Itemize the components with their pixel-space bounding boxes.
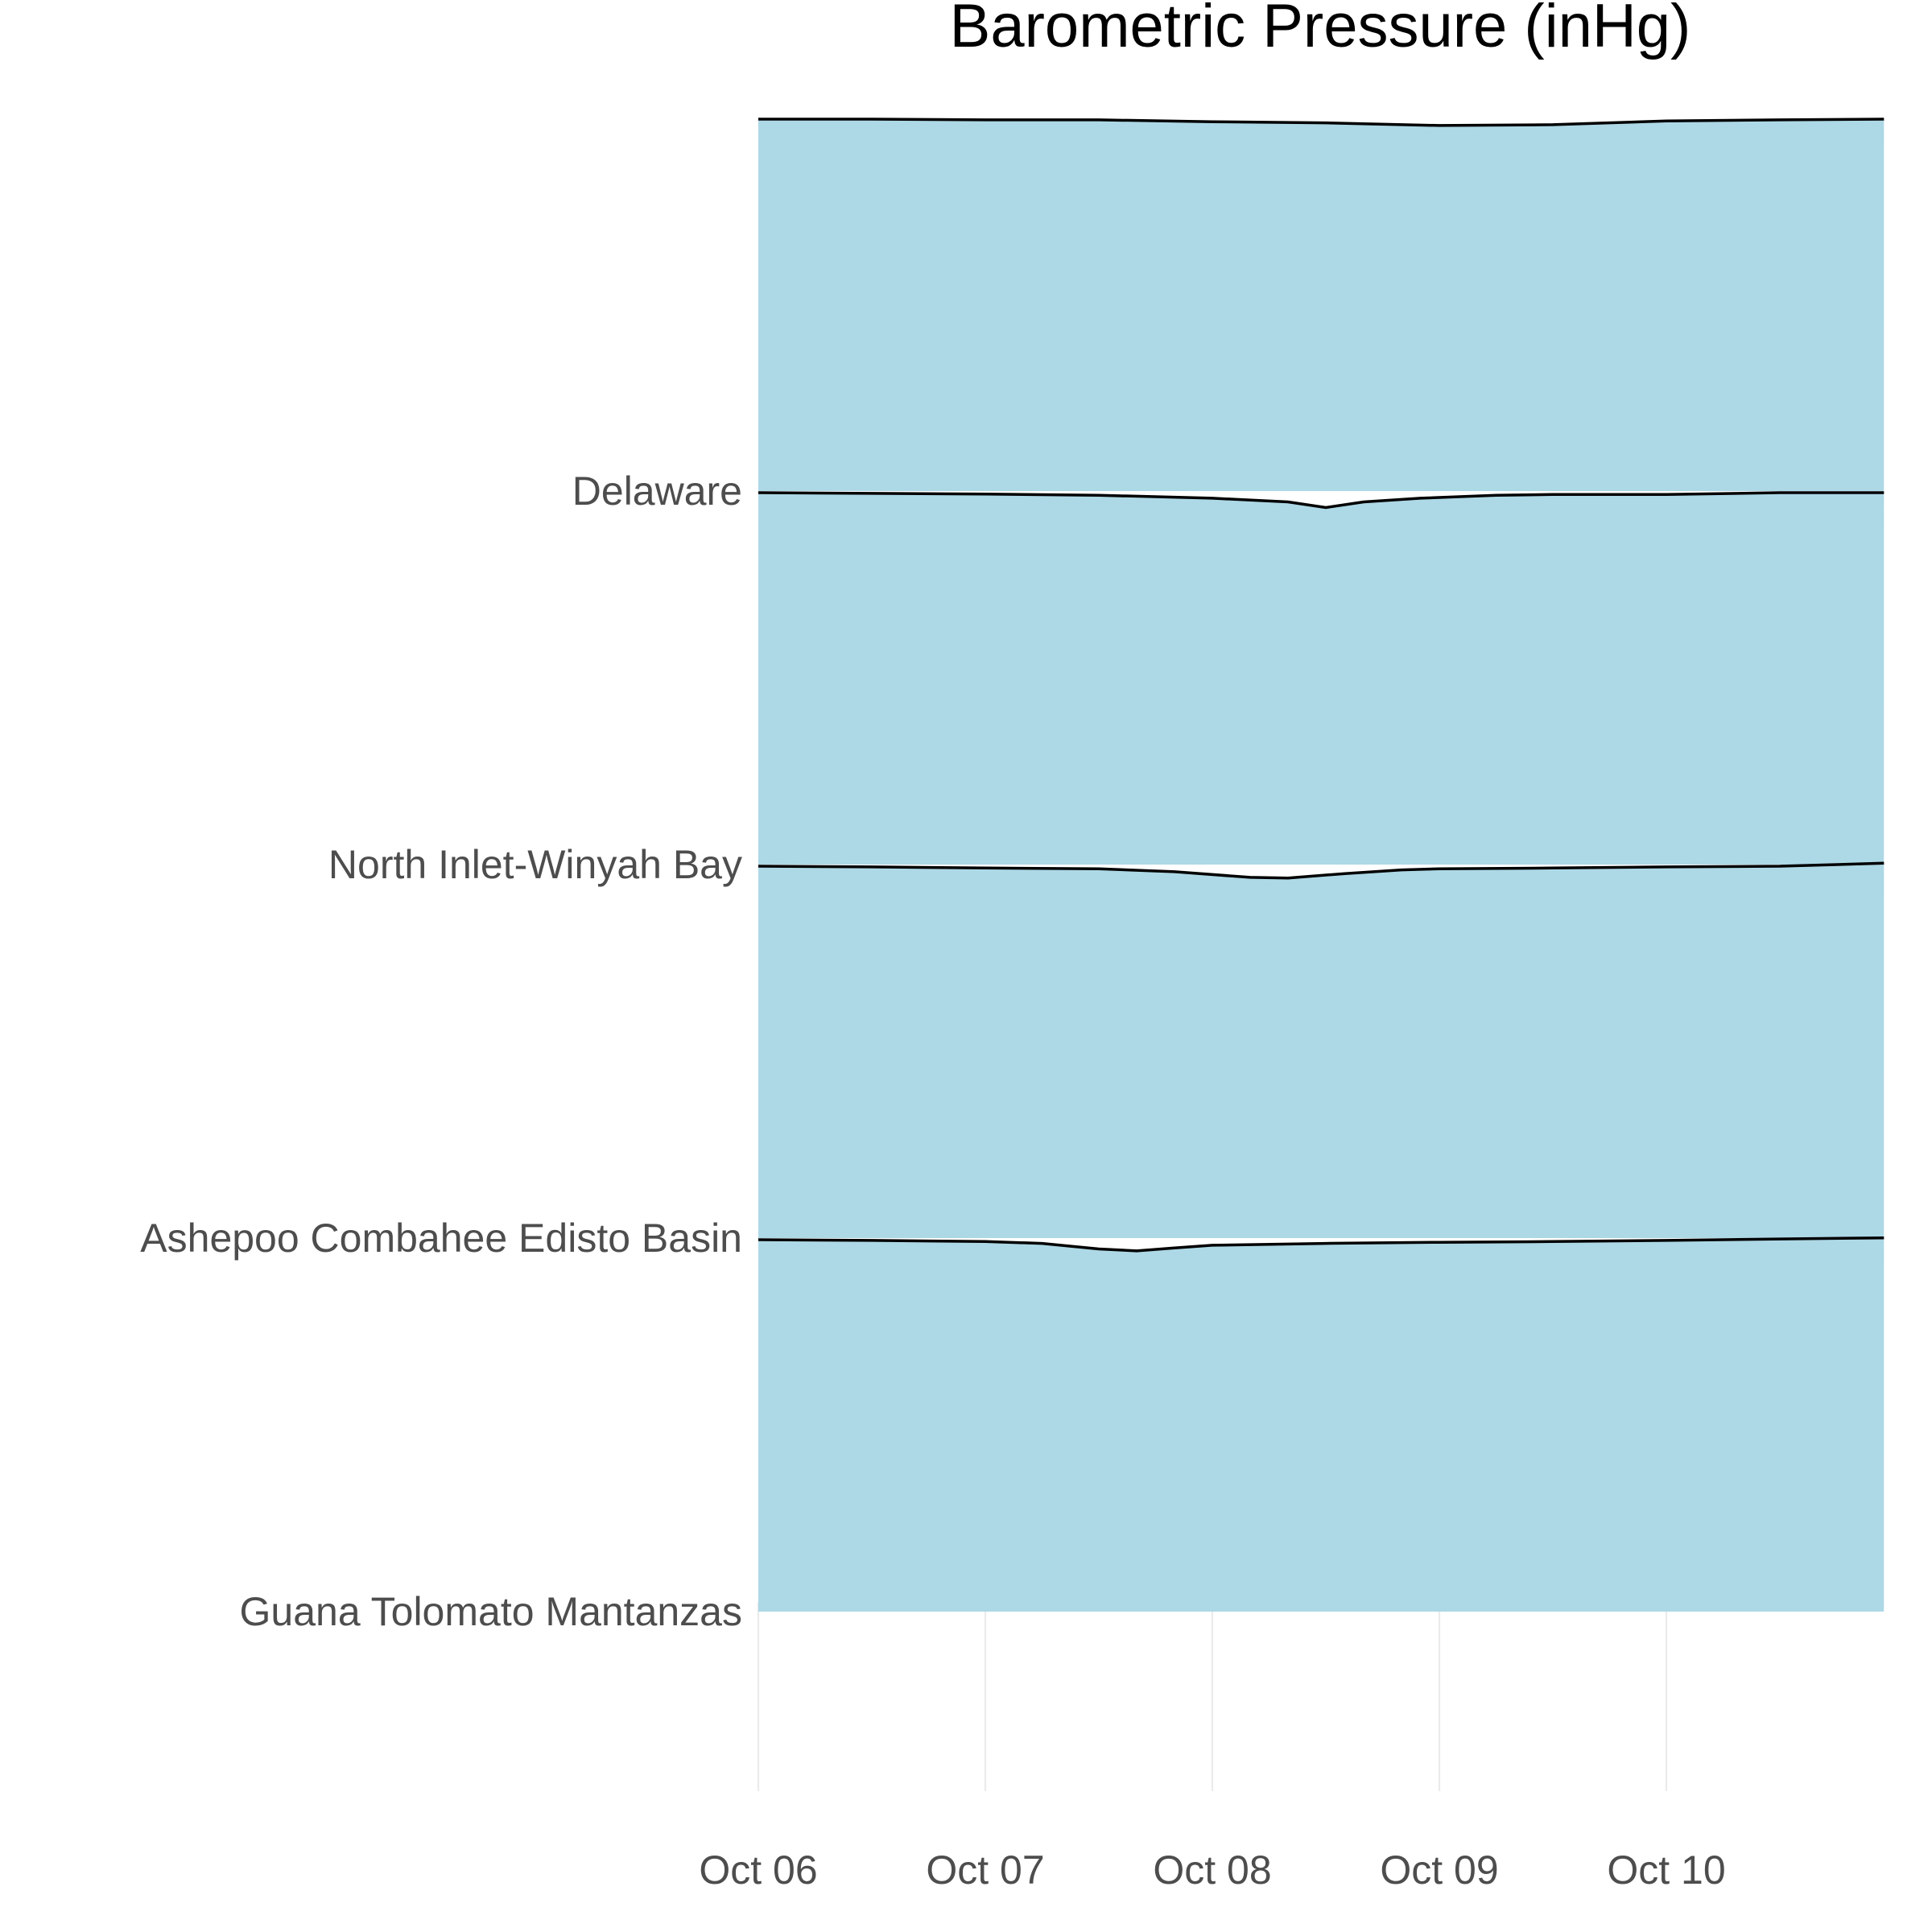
ridge-area [758,119,1885,491]
ridge-area [758,863,1885,1238]
ridge-line [758,491,1885,510]
ridge-guana-tolomato-mantanzas [758,1236,1885,1612]
ridge-north-inlet-winyah-bay [758,491,1885,865]
x-axis-labels: Oct 06 Oct 07 Oct 08 Oct 09 Oct 10 [699,1847,1725,1893]
y-category-label: Delaware [572,469,742,514]
y-category-label: Ashepoo Combahee Edisto Basin [140,1216,742,1261]
ridge-area [758,493,1885,865]
ridge-line [758,1236,1885,1253]
x-tick-label: Oct 10 [1607,1847,1725,1893]
ridge-delaware [758,118,1885,491]
y-category-label: Guana Tolomato Mantanzas [240,1589,742,1634]
ridges [758,118,1885,1612]
ridge-line [758,861,1885,880]
ridge-line [758,118,1885,127]
ridge-area [758,1237,1885,1612]
chart-title: Barometric Pressure (inHg) [950,0,1691,60]
y-category-label: North Inlet-Winyah Bay [328,842,742,887]
x-tick-label: Oct 09 [1380,1847,1498,1893]
x-tick-label: Oct 07 [926,1847,1044,1893]
gridlines [757,1602,1668,1791]
ridge-ashepoo-combahee-edisto-basin [758,861,1885,1238]
x-tick-label: Oct 08 [1153,1847,1271,1893]
y-axis-labels: Delaware North Inlet-Winyah Bay Ashepoo Co… [140,469,742,1634]
x-tick-label: Oct 06 [699,1847,817,1893]
